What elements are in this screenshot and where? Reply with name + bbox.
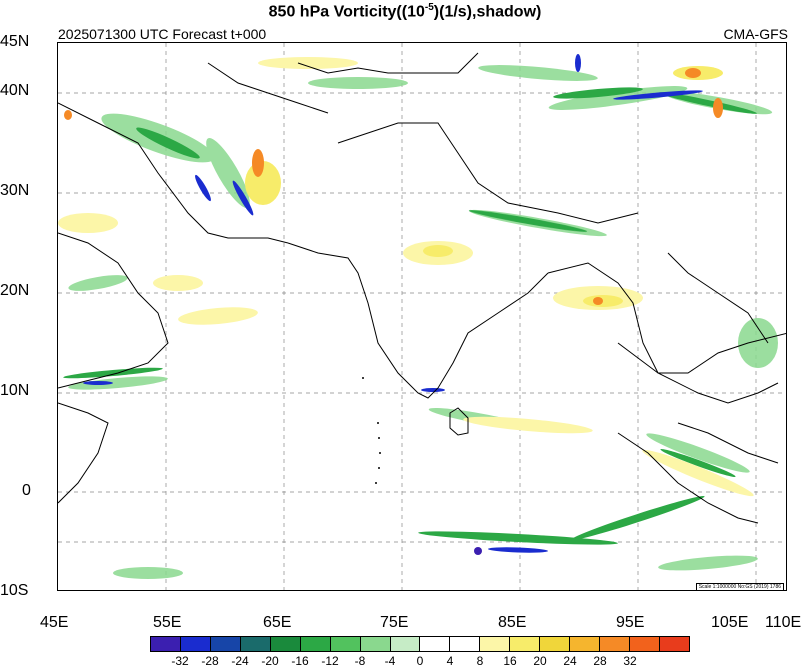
colorbar-swatch <box>600 637 630 651</box>
colorbar-swatch <box>151 637 181 651</box>
maldives-islands <box>362 377 381 484</box>
colorbar-tick-label: 0 <box>416 654 424 668</box>
colorbar-tick-label: -16 <box>291 654 309 668</box>
scale-note: Scale 1:1000000 No:GS (2019) 1786 <box>695 583 784 591</box>
lat-label: 0 <box>22 482 31 499</box>
lat-label: 10S <box>0 582 29 599</box>
vorticity-map <box>58 43 786 590</box>
map-plot-area <box>57 42 787 591</box>
vorticity-shading <box>58 54 778 579</box>
colorbar-swatch <box>540 637 571 651</box>
lon-label: 110E <box>765 614 802 631</box>
coastlines <box>58 52 786 524</box>
lon-label: 45E <box>40 614 69 631</box>
colorbar-swatch <box>270 637 301 651</box>
lon-label: 55E <box>153 614 182 631</box>
lon-label: 85E <box>498 614 527 631</box>
colorbar-swatch <box>210 637 241 651</box>
colorbar-tick-label: 32 <box>623 654 637 668</box>
colorbar-swatch <box>510 637 541 651</box>
grid-lines <box>58 43 786 590</box>
colorbar-tick-label: 28 <box>593 654 607 668</box>
lat-label: 20N <box>0 282 30 299</box>
map-title: 850 hPa Vorticity((10-5)(1/s),shadow) <box>268 2 542 21</box>
lon-label: 75E <box>380 614 409 631</box>
colorbar-tick-label: -24 <box>231 654 249 668</box>
colorbar-swatch <box>180 637 211 651</box>
colorbar-swatch <box>659 637 689 651</box>
colorbar-tick-label: 20 <box>533 654 547 668</box>
colorbar-swatch <box>420 637 451 651</box>
lon-label: 95E <box>616 614 645 631</box>
colorbar-swatch <box>360 637 391 651</box>
colorbar-swatch <box>570 637 601 651</box>
colorbar-tick-label: 8 <box>476 654 484 668</box>
colorbar-swatch <box>480 637 511 651</box>
forecast-run-label: 2025071300 UTC Forecast t+000 <box>58 26 267 42</box>
colorbar-tick-label: 16 <box>503 654 517 668</box>
colorbar-swatch <box>330 637 361 651</box>
colorbar-swatch <box>630 637 660 651</box>
colorbar-swatch <box>300 637 331 651</box>
colorbar-swatch <box>390 637 421 651</box>
colorbar <box>150 636 690 652</box>
model-label: CMA-GFS <box>723 26 788 42</box>
colorbar-tick-label: -28 <box>201 654 219 668</box>
lat-label: 45N <box>0 33 30 50</box>
colorbar-tick-label: -12 <box>321 654 339 668</box>
lat-label: 30N <box>0 182 30 199</box>
colorbar-tick-label: 4 <box>446 654 454 668</box>
colorbar-tick-label: -20 <box>261 654 279 668</box>
lon-label: 105E <box>711 614 749 631</box>
colorbar-tick-label: -8 <box>354 654 366 668</box>
lat-label: 40N <box>0 82 30 99</box>
lon-label: 65E <box>263 614 292 631</box>
lat-label: 10N <box>0 382 30 399</box>
colorbar-tick-label: 24 <box>563 654 577 668</box>
colorbar-swatch <box>240 637 271 651</box>
colorbar-swatch <box>450 637 481 651</box>
colorbar-tick-label: -32 <box>171 654 189 668</box>
colorbar-tick-label: -4 <box>384 654 396 668</box>
